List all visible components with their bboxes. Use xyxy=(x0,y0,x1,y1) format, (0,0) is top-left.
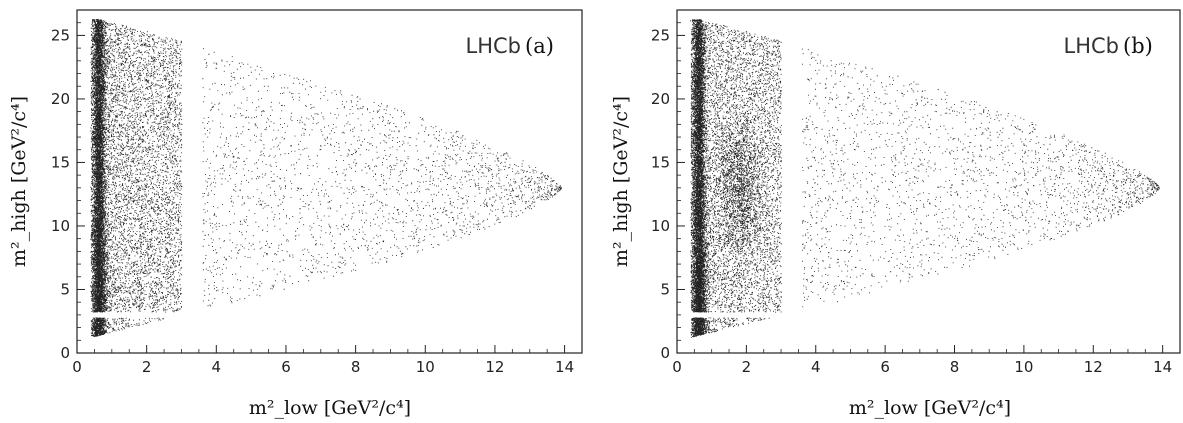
panel-b: 0 2 4 6 8 10 12 14 0 5 10 15 20 25 m²_low [GeV²/c⁴] m²_… xyxy=(610,9,1181,419)
point-cloud xyxy=(690,19,1160,338)
x-tick-label: 0 xyxy=(72,358,82,376)
x-tick-label: 6 xyxy=(880,358,890,376)
x-tick-label: 10 xyxy=(1014,358,1033,376)
x-tick-label: 8 xyxy=(950,358,960,376)
y-tick-label: 15 xyxy=(51,153,70,171)
point-cloud xyxy=(90,18,562,337)
scatter-points xyxy=(690,19,1160,338)
panel-tag: (a) xyxy=(525,34,554,58)
plot-frame xyxy=(676,9,1181,354)
x-tick-label: 6 xyxy=(281,358,291,376)
y-tick-label: 25 xyxy=(651,26,670,44)
lhcb-label: LHCb xyxy=(1064,34,1119,58)
x-axis-label: m²_low [GeV²/c⁴] xyxy=(849,397,1011,419)
lhcb-label: LHCb xyxy=(466,34,521,58)
y-tick-label: 0 xyxy=(60,344,70,362)
plot-frame xyxy=(76,9,583,354)
x-tick-label: 0 xyxy=(672,358,682,376)
x-tick-label: 14 xyxy=(555,358,574,376)
y-tick-label: 5 xyxy=(660,280,670,298)
x-axis-label: m²_low [GeV²/c⁴] xyxy=(249,397,411,419)
y-tick-label: 0 xyxy=(660,344,670,362)
x-tick-label: 8 xyxy=(351,358,361,376)
x-tick-label: 2 xyxy=(742,358,752,376)
x-tick-label: 4 xyxy=(811,358,821,376)
scatter-points xyxy=(90,18,562,337)
y-tick-label: 5 xyxy=(60,280,70,298)
y-tick-label: 20 xyxy=(51,90,70,108)
y-tick-label: 10 xyxy=(51,217,70,235)
x-tick-label: 2 xyxy=(142,358,152,376)
y-axis-label: m²_high [GeV²/c⁴] xyxy=(610,96,632,267)
x-tick-label: 12 xyxy=(485,358,504,376)
y-axis-label: m²_high [GeV²/c⁴] xyxy=(8,96,30,267)
x-tick-label: 12 xyxy=(1084,358,1103,376)
x-tick-label: 4 xyxy=(212,358,222,376)
panel-tag: (b) xyxy=(1123,34,1153,58)
x-tick-label: 10 xyxy=(416,358,435,376)
x-tick-label: 14 xyxy=(1153,358,1172,376)
y-tick-label: 20 xyxy=(651,90,670,108)
y-tick-label: 25 xyxy=(51,26,70,44)
y-tick-label: 15 xyxy=(651,153,670,171)
panel-a: 0 2 4 6 8 10 12 14 0 5 10 15 20 25 m²_low [GeV²/c⁴] m²_… xyxy=(8,9,583,419)
y-tick-label: 10 xyxy=(651,217,670,235)
